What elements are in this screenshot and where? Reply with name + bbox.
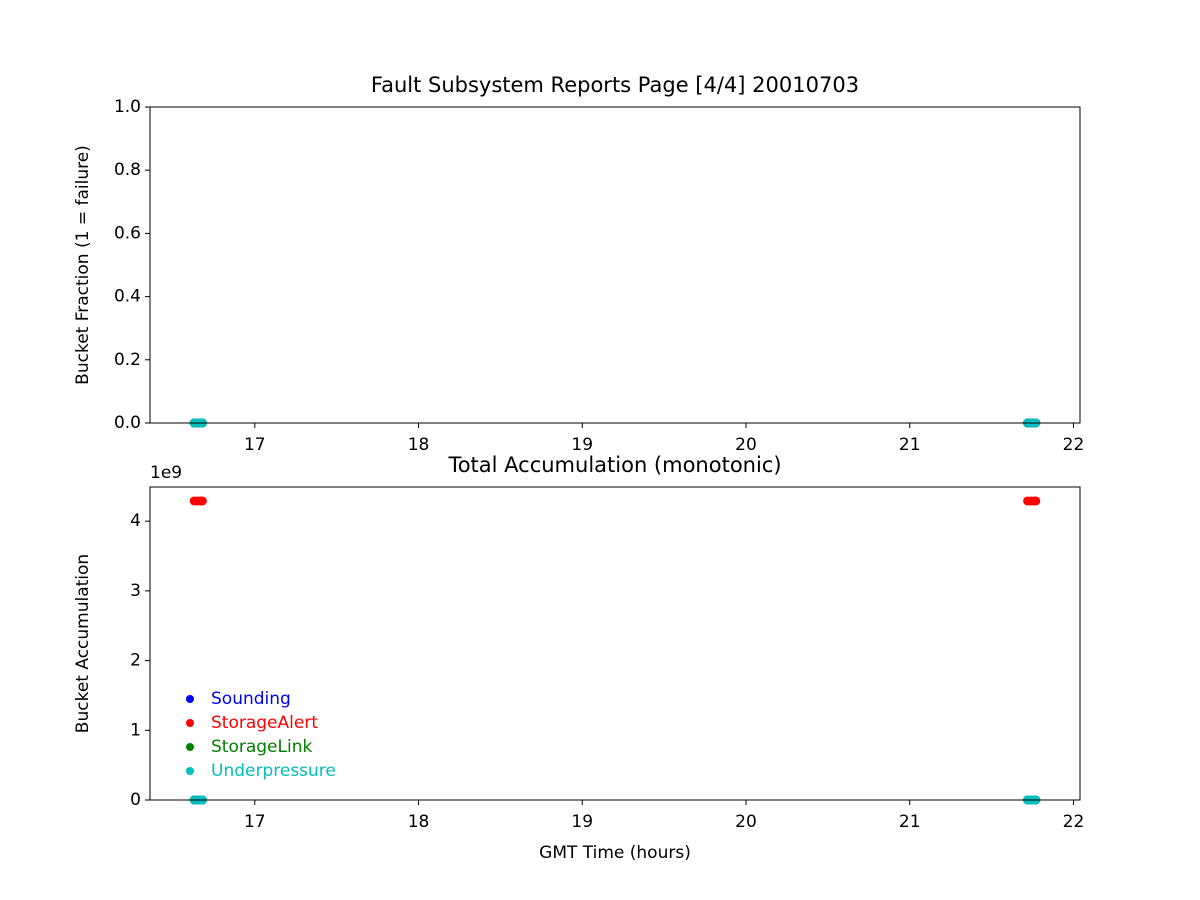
y-tick-label: 0.8 xyxy=(114,160,141,180)
x-tick-label: 17 xyxy=(244,435,266,455)
legend-label: StorageAlert xyxy=(211,713,318,733)
chart-title: Total Accumulation (monotonic) xyxy=(447,453,781,477)
legend-marker xyxy=(186,767,194,775)
x-tick-label: 21 xyxy=(899,435,921,455)
plot-frame xyxy=(149,486,1081,801)
x-tick-label: 20 xyxy=(735,812,757,832)
y-tick-label: 2 xyxy=(130,651,141,671)
y-offset-label: 1e9 xyxy=(150,463,182,483)
x-tick-label: 17 xyxy=(244,812,266,832)
legend-marker xyxy=(186,719,194,727)
y-tick-label: 0.0 xyxy=(114,413,141,433)
legend-marker xyxy=(186,743,194,751)
y-axis-label: Bucket Accumulation xyxy=(73,554,93,733)
y-tick-label: 4 xyxy=(130,511,141,531)
x-tick-label: 18 xyxy=(408,435,430,455)
legend-label: Underpressure xyxy=(211,761,336,781)
y-tick-label: 3 xyxy=(130,581,141,601)
x-tick-label: 19 xyxy=(571,812,593,832)
chart-title: Fault Subsystem Reports Page [4/4] 20010… xyxy=(371,73,859,97)
x-tick-label: 19 xyxy=(571,435,593,455)
legend-label: StorageLink xyxy=(211,737,312,757)
legend-label: Sounding xyxy=(211,689,291,709)
y-tick-label: 1 xyxy=(130,720,141,740)
x-axis-label: GMT Time (hours) xyxy=(539,843,691,863)
point xyxy=(197,496,207,506)
y-tick-label: 0.4 xyxy=(114,287,141,307)
x-tick-label: 22 xyxy=(1063,435,1085,455)
x-tick-label: 22 xyxy=(1063,812,1085,832)
y-tick-label: 0.2 xyxy=(114,350,141,370)
y-tick-label: 0 xyxy=(130,790,141,810)
legend-marker xyxy=(186,695,194,703)
plot-frame xyxy=(149,106,1081,424)
y-tick-label: 1.0 xyxy=(114,97,141,117)
x-tick-label: 18 xyxy=(408,812,430,832)
x-tick-label: 20 xyxy=(735,435,757,455)
y-axis-label: Bucket Fraction (1 = failure) xyxy=(73,145,93,385)
x-tick-label: 21 xyxy=(899,812,921,832)
y-tick-label: 0.6 xyxy=(114,223,141,243)
point xyxy=(1031,496,1041,506)
